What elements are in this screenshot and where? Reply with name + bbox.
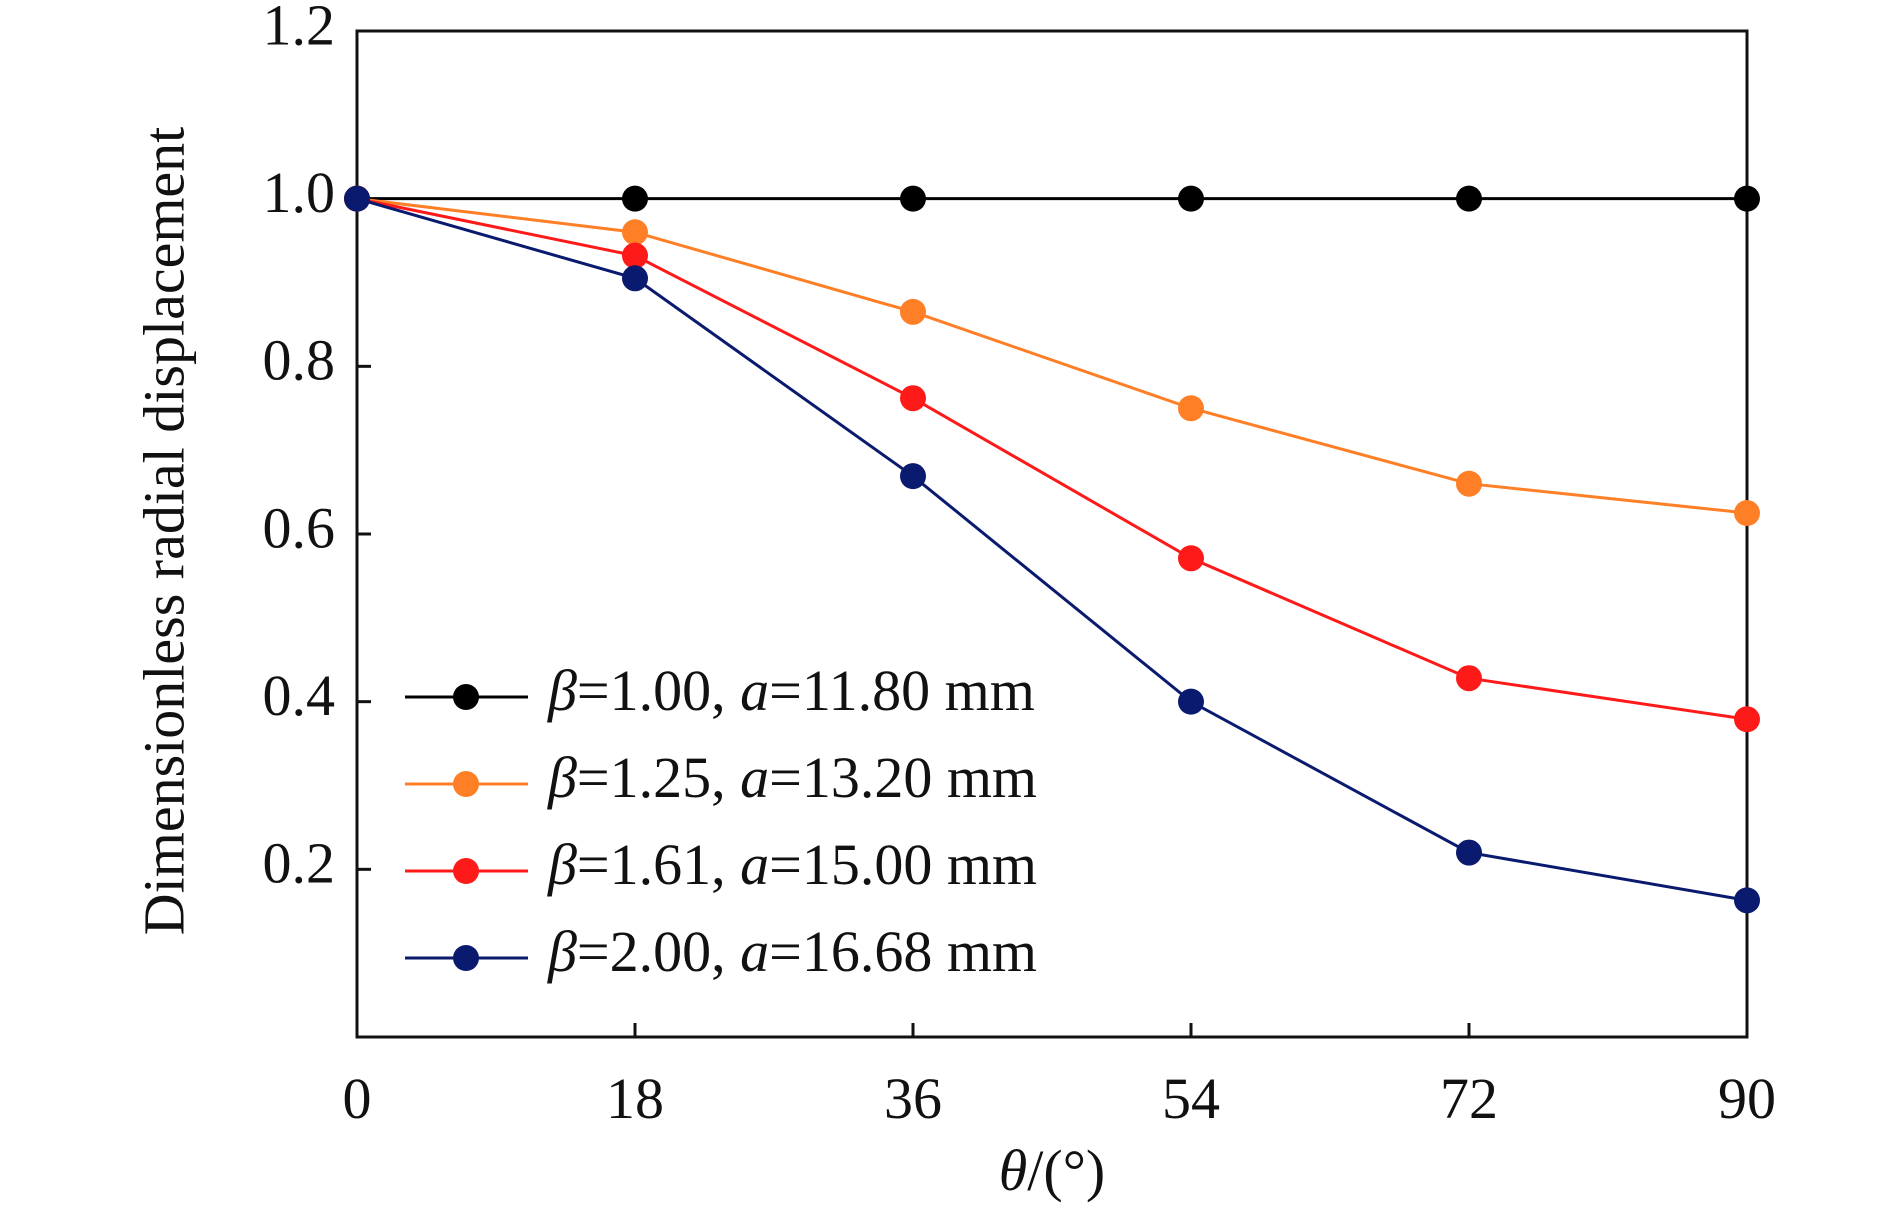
series-line-2 [356, 197, 1748, 515]
data-point-s2-4 [1456, 470, 1482, 497]
legend-marker-3 [453, 858, 479, 884]
series-line-3 [356, 197, 1748, 721]
data-point-s4-0 [344, 185, 370, 212]
legend-label-1: β=1.00, a=11.80 mm [547, 658, 1035, 723]
data-point-s1-4 [1456, 185, 1482, 212]
series-line-4 [356, 197, 1748, 902]
y-tick-label: 1.2 [263, 0, 336, 57]
axes-layer: 0 18 36 54 72 90 0.2 0.4 0.6 0.8 1.0 1.2 [263, 0, 1777, 1131]
data-point-s3-3 [1178, 545, 1204, 572]
legend-marker-4 [453, 945, 479, 971]
data-point-s3-5 [1734, 706, 1760, 733]
data-point-s2-3 [1178, 395, 1204, 422]
x-tick-label: 72 [1440, 1066, 1498, 1131]
data-point-s4-1 [622, 265, 648, 292]
data-point-s2-2 [900, 298, 926, 325]
data-point-s3-1 [622, 242, 648, 269]
data-point-s4-2 [900, 463, 926, 490]
data-point-s1-5 [1734, 185, 1760, 212]
x-axis-title-symbol: θ [999, 1138, 1028, 1203]
legend: β=1.00, a=11.80 mm β=1.25, a=13.20 mm β=1.… [405, 658, 1037, 984]
x-tick-label: 90 [1718, 1066, 1776, 1131]
y-tick-label: 0.2 [263, 831, 336, 896]
x-tick-label: 36 [884, 1066, 942, 1131]
legend-marker-1 [453, 684, 479, 710]
y-tick-label: 0.6 [263, 495, 336, 560]
series-layer [344, 185, 1760, 914]
legend-label-3: β=1.61, a=15.00 mm [547, 832, 1037, 897]
x-tick-label: 54 [1162, 1066, 1220, 1131]
data-point-s1-3 [1178, 185, 1204, 212]
y-axis-title: Dimensionless radial displacement [131, 127, 196, 936]
x-tick-label: 0 [343, 1066, 372, 1131]
y-tick-label: 1.0 [263, 160, 336, 225]
data-point-s3-4 [1456, 665, 1482, 692]
data-point-s4-3 [1178, 688, 1204, 715]
y-tick-label: 0.4 [263, 663, 336, 728]
x-axis-title: θ/(°) [999, 1138, 1105, 1203]
data-point-s1-1 [622, 185, 648, 212]
data-point-s2-1 [622, 219, 648, 246]
legend-marker-2 [453, 771, 479, 797]
y-tick-label: 0.8 [263, 328, 336, 393]
data-point-s4-4 [1456, 839, 1482, 866]
data-point-s4-5 [1734, 887, 1760, 914]
x-tick-label: 18 [606, 1066, 664, 1131]
legend-label-4: β=2.00, a=16.68 mm [547, 919, 1037, 984]
data-point-s3-2 [900, 385, 926, 412]
data-point-s2-5 [1734, 500, 1760, 527]
data-point-s1-2 [900, 185, 926, 212]
x-axis-title-unit: /(°) [1027, 1138, 1105, 1203]
legend-label-2: β=1.25, a=13.20 mm [547, 745, 1037, 810]
